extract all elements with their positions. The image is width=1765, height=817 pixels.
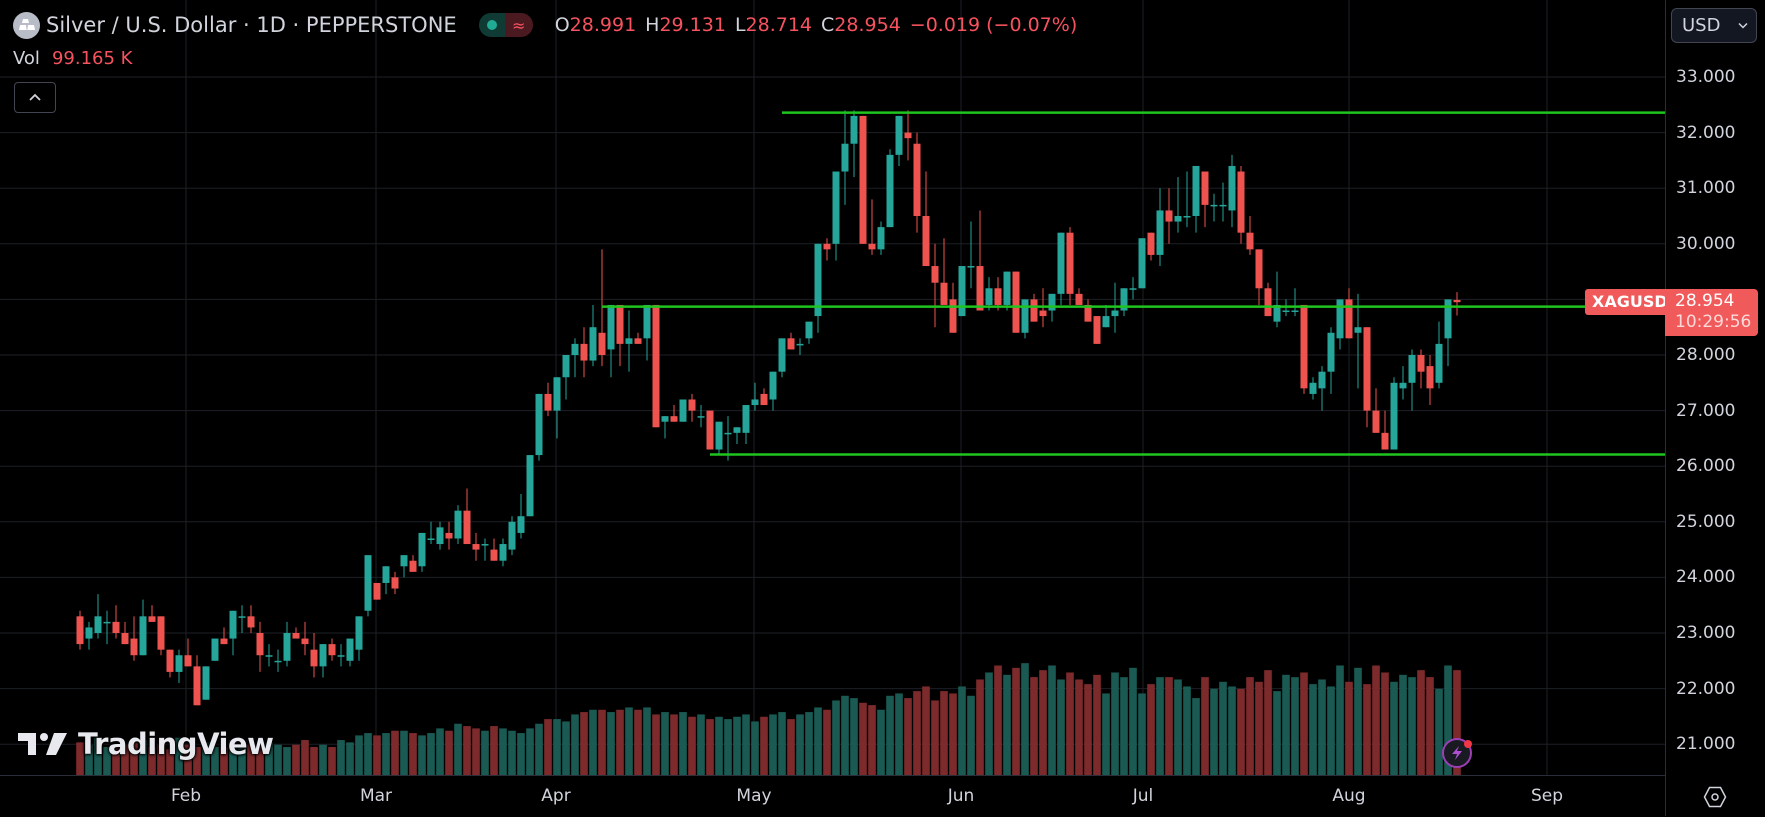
bar-countdown: 10:29:56 [1675,312,1752,332]
currency-selector[interactable]: USD [1671,8,1757,43]
market-open-icon [478,13,505,37]
volume-label[interactable]: Vol [13,48,40,69]
price-tick: 24.000 [1676,567,1736,588]
symbol-legend: Silver / U.S. Dollar · 1D · PEPPERSTONE … [13,10,1077,40]
silver-bars-icon[interactable] [13,11,40,39]
collapse-legend-button[interactable] [14,82,56,113]
price-tick: 26.000 [1676,456,1736,477]
chevron-down-icon [1738,22,1748,29]
price-tick: 27.000 [1676,400,1736,421]
tradingview-mark-icon [18,733,67,755]
price-tick: 31.000 [1676,178,1736,199]
market-status-pill[interactable]: ≈ [478,13,533,37]
settings-hexagon-icon [1703,786,1727,808]
time-tick: Mar [359,786,393,806]
time-axis[interactable] [0,775,1665,817]
volume-value: 99.165 K [51,48,133,69]
tradingview-logo[interactable]: TradingView [16,727,274,761]
ohlc-values: O28.991 H29.131 L28.714 C28.954 −0.019 (… [554,14,1078,36]
chevron-up-icon [29,93,41,101]
price-tick: 22.000 [1676,678,1736,699]
time-tick: Aug [1332,786,1366,806]
symbol-price-tag: XAGUSD [1585,289,1675,315]
price-tick: 23.000 [1676,623,1736,643]
volume-legend: Vol 99.165 K [13,48,132,69]
time-tick: Apr [541,786,571,806]
data-delay-icon: ≈ [504,13,533,37]
current-price: 28.954 [1675,291,1735,311]
price-tick: 28.000 [1676,345,1736,365]
candlestick-chart[interactable] [0,0,1665,775]
tradingview-logo-text: TradingView [78,727,274,761]
price-tick: 32.000 [1676,122,1736,143]
alerts-lightning-button[interactable] [1442,738,1472,768]
time-tick: Jun [947,786,975,806]
chart-settings-button[interactable] [1700,783,1730,811]
high-value: 29.131 [659,14,726,36]
close-value: 28.954 [834,14,901,36]
price-tick: 30.000 [1676,233,1736,254]
time-tick: Jul [1132,786,1154,806]
lightning-bolt-icon [1452,746,1462,760]
price-axis[interactable] [1665,0,1765,816]
notification-dot [1464,740,1472,748]
currency-value: USD [1682,15,1721,36]
current-price-label: 28.954 10:29:56 [1665,289,1758,336]
time-tick: May [736,786,772,806]
price-tick: 21.000 [1676,734,1736,755]
time-tick: Sep [1530,786,1564,806]
open-value: 28.991 [569,14,637,36]
symbol-title[interactable]: Silver / U.S. Dollar · 1D · PEPPERSTONE [46,13,457,37]
low-value: 28.714 [745,14,813,36]
price-tick: 25.000 [1676,511,1736,532]
price-tick: 33.000 [1676,67,1736,87]
change-value: −0.019 (−0.07%) [909,14,1078,36]
time-tick: Feb [170,786,202,806]
